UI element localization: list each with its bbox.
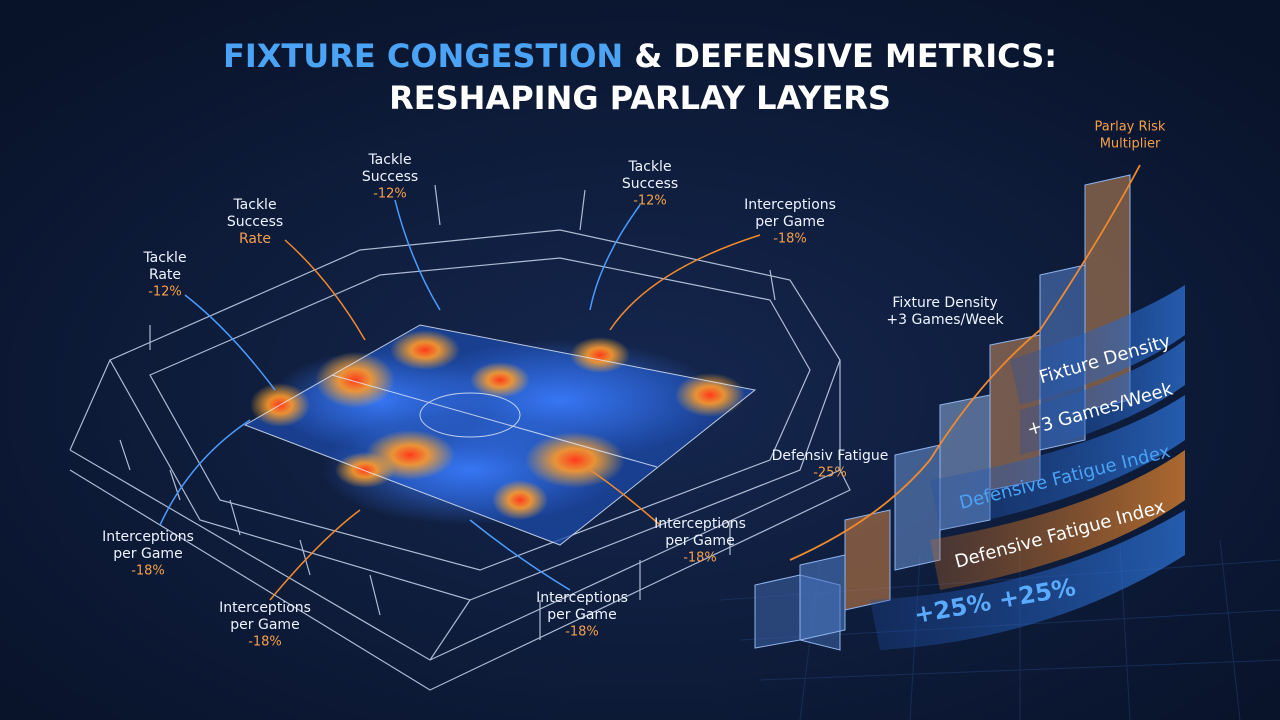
callout-label: Success — [622, 176, 678, 192]
callout-label: Defensiv Fatigue — [772, 448, 889, 464]
callout-value: -18% — [565, 625, 599, 640]
callout-value: -12% — [633, 194, 667, 209]
chart-title: Parlay Risk — [1095, 120, 1166, 135]
risk-line — [789, 164, 1141, 561]
title-part: FIXTURE CONGESTION — [223, 37, 623, 75]
callout-label: Interceptions — [744, 197, 836, 213]
callout-value: -12% — [148, 285, 182, 300]
callout-label: per Game — [230, 617, 299, 633]
callout-label: Interceptions — [536, 590, 628, 606]
chart-title: Multiplier — [1100, 137, 1161, 152]
callout-label: Interceptions — [219, 600, 311, 616]
callout-label: Success — [227, 214, 283, 230]
callout-label: Rate — [239, 231, 271, 247]
callout-label: Tackle — [142, 250, 186, 266]
callout-label: Tackle — [367, 152, 411, 168]
callout-value: -25% — [813, 466, 847, 481]
callout-label: Rate — [149, 267, 181, 283]
callout-value: -18% — [683, 551, 717, 566]
title-line: RESHAPING PARLAY LAYERS — [389, 79, 891, 117]
callout-label: per Game — [113, 546, 182, 562]
callout-label: per Game — [665, 533, 734, 549]
callout-label: Fixture Density — [892, 295, 997, 311]
callout-value: -18% — [248, 635, 282, 650]
heatmap — [250, 330, 745, 525]
ribbons — [870, 285, 1185, 650]
connectors — [159, 199, 761, 601]
callout-label: Interceptions — [102, 529, 194, 545]
callout-label: +3 Games/Week — [886, 312, 1004, 328]
callout-label: Interceptions — [654, 516, 746, 532]
title-part: & DEFENSIVE METRICS: — [623, 37, 1057, 75]
stadium — [69, 184, 851, 691]
callout-label: Success — [362, 169, 418, 185]
callout-label: Tackle — [232, 197, 276, 213]
callout-value: -12% — [373, 187, 407, 202]
callout-value: -18% — [131, 564, 165, 579]
callout-label: Tackle — [627, 159, 671, 175]
pitch-lines — [243, 324, 757, 546]
callout-label: per Game — [755, 214, 824, 230]
title: FIXTURE CONGESTION & DEFENSIVE METRICS: — [223, 37, 1057, 75]
callout-label: per Game — [547, 607, 616, 623]
callout-value: -18% — [773, 232, 807, 247]
